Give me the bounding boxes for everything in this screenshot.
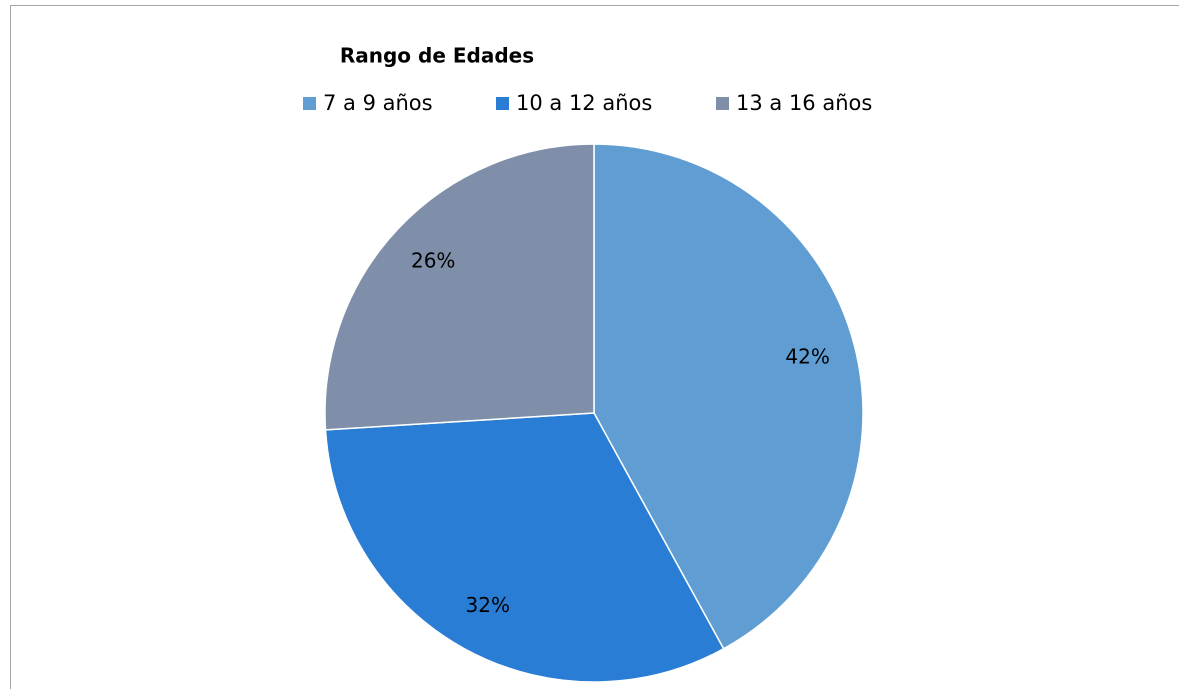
data-label: 26% [411, 249, 455, 273]
data-label: 42% [785, 345, 829, 369]
legend-label: 13 a 16 años [736, 91, 872, 115]
legend-swatch [496, 97, 509, 110]
pie-slice [324, 143, 595, 431]
legend-label: 7 a 9 años [323, 91, 433, 115]
pie-slice [324, 412, 725, 683]
legend-swatch [303, 97, 316, 110]
legend-swatch [716, 97, 729, 110]
data-label: 32% [466, 593, 510, 617]
pie-slice [593, 143, 864, 650]
chart-title: Rango de Edades [340, 44, 534, 68]
legend-label: 10 a 12 años [516, 91, 652, 115]
